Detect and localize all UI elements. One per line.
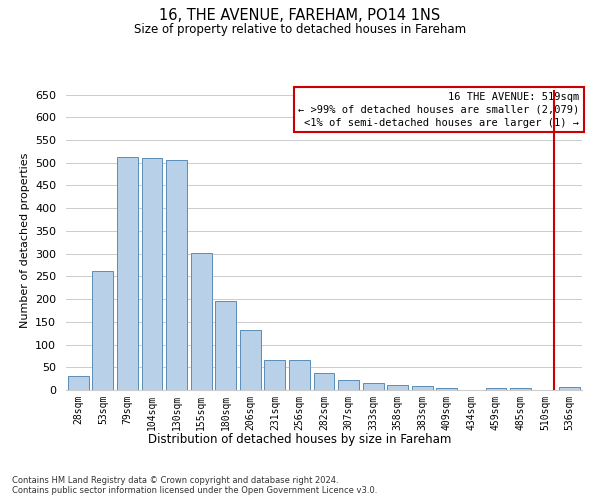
Bar [387, 386, 408, 390]
Bar [314, 373, 334, 390]
Bar [215, 301, 236, 390]
Bar [92, 271, 113, 390]
Bar [485, 388, 506, 390]
Bar [265, 360, 286, 390]
Text: Distribution of detached houses by size in Fareham: Distribution of detached houses by size … [148, 432, 452, 446]
Bar [68, 376, 89, 390]
Bar [436, 388, 457, 390]
Bar [142, 158, 163, 390]
Bar [559, 387, 580, 390]
Bar [412, 386, 433, 390]
Text: 16 THE AVENUE: 519sqm
← >99% of detached houses are smaller (2,079)
<1% of semi-: 16 THE AVENUE: 519sqm ← >99% of detached… [298, 92, 580, 128]
Bar [240, 330, 261, 390]
Bar [289, 360, 310, 390]
Bar [166, 160, 187, 390]
Text: 16, THE AVENUE, FAREHAM, PO14 1NS: 16, THE AVENUE, FAREHAM, PO14 1NS [160, 8, 440, 22]
Bar [510, 388, 531, 390]
Text: Size of property relative to detached houses in Fareham: Size of property relative to detached ho… [134, 22, 466, 36]
Bar [338, 380, 359, 390]
Bar [362, 383, 383, 390]
Bar [117, 158, 138, 390]
Text: Contains HM Land Registry data © Crown copyright and database right 2024.
Contai: Contains HM Land Registry data © Crown c… [12, 476, 377, 495]
Y-axis label: Number of detached properties: Number of detached properties [20, 152, 29, 328]
Bar [191, 253, 212, 390]
